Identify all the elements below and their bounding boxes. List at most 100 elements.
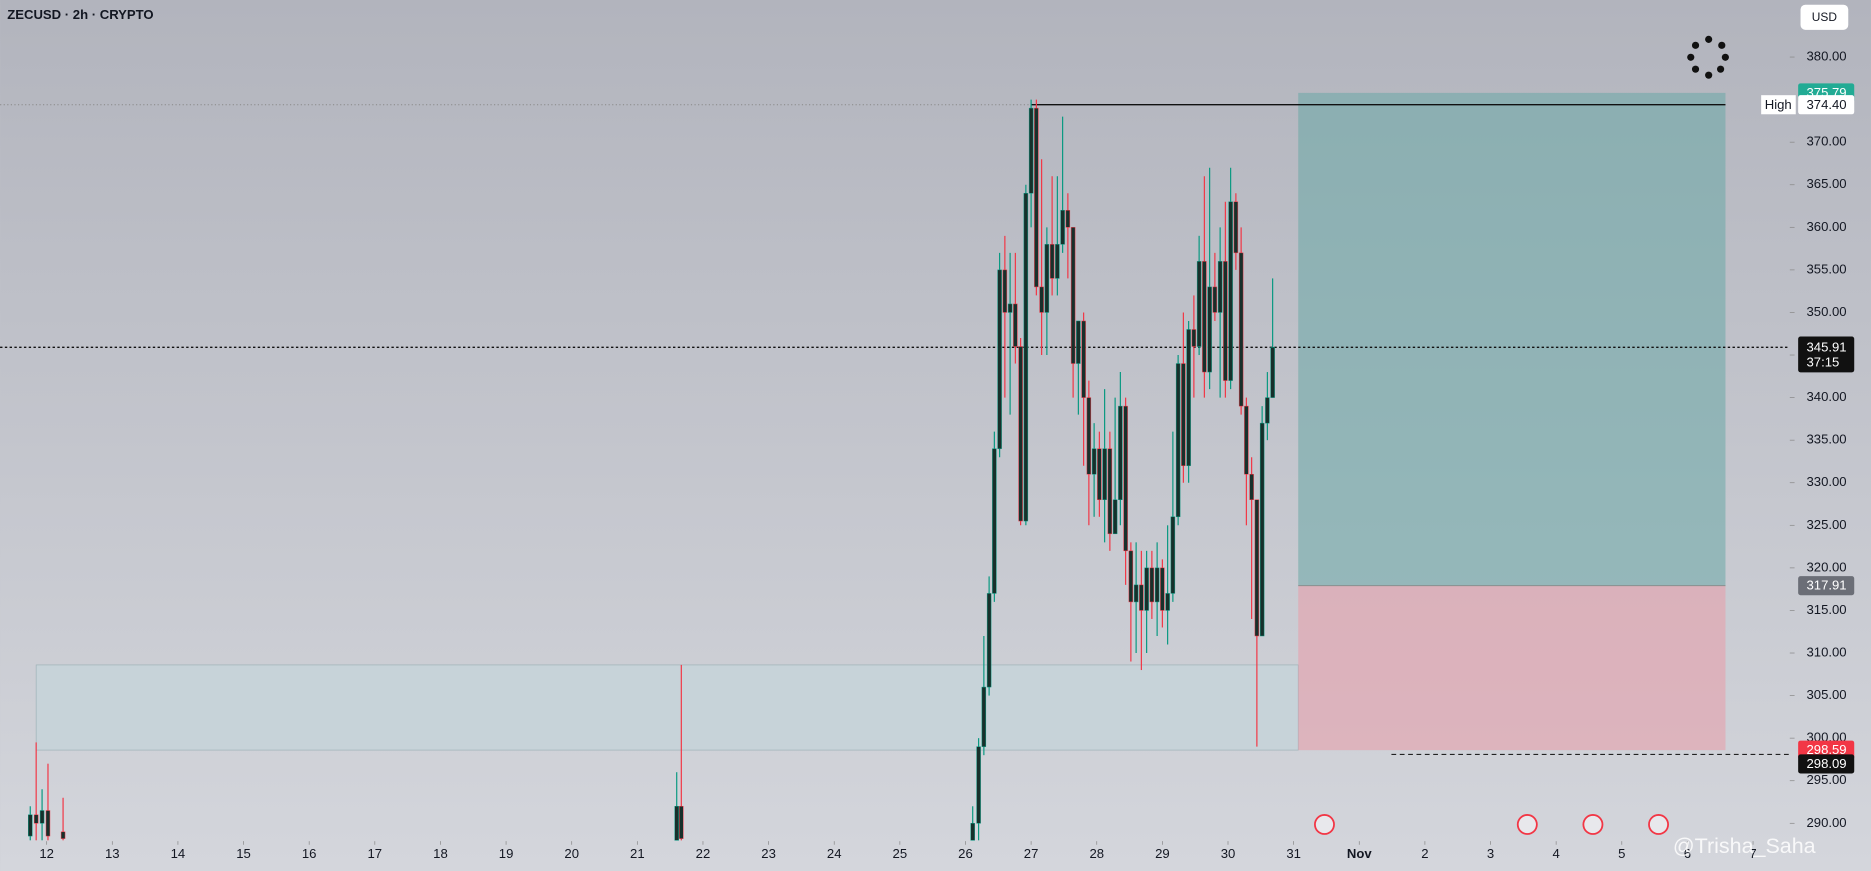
candle-body xyxy=(1097,448,1102,501)
candle-body xyxy=(1186,329,1191,466)
candle-body xyxy=(1060,210,1065,245)
x-tick-label: 18 xyxy=(433,846,448,861)
x-tick-label: 29 xyxy=(1155,846,1170,861)
candle-body xyxy=(992,448,997,594)
x-tick-label: 26 xyxy=(958,846,973,861)
currency-label[interactable]: USD xyxy=(1812,10,1838,24)
candle-body xyxy=(1049,244,1055,279)
candle-body xyxy=(1107,448,1113,535)
candle-body xyxy=(997,269,1002,449)
x-tick-label: 28 xyxy=(1089,846,1104,861)
candle-body xyxy=(1154,567,1160,603)
x-tick-label: 23 xyxy=(761,846,776,861)
candle-body xyxy=(1028,107,1034,194)
x-tick-label: 14 xyxy=(171,846,186,861)
candle-body xyxy=(970,823,975,841)
loading-spinner xyxy=(1687,35,1729,79)
candle-body xyxy=(1118,405,1123,501)
y-tick-label: 290.00 xyxy=(1807,815,1847,830)
x-tick-label: 22 xyxy=(696,846,711,861)
y-tick-label: 315.00 xyxy=(1807,602,1847,617)
entry-tag: 317.91 xyxy=(1807,578,1847,593)
candle-body xyxy=(1133,584,1139,603)
high-tag: 374.40 xyxy=(1807,97,1847,112)
candle-body xyxy=(1091,448,1097,475)
candle-body xyxy=(981,686,987,747)
last-tag-box xyxy=(1798,336,1855,373)
y-tick-label: 340.00 xyxy=(1807,389,1847,404)
candle-body xyxy=(1170,516,1176,594)
candle-body xyxy=(1034,107,1039,288)
candle-body xyxy=(1212,286,1218,313)
candle-body xyxy=(1139,584,1144,611)
candle-body xyxy=(1044,244,1050,313)
candle-body xyxy=(60,831,66,839)
x-tick-label: 31 xyxy=(1286,846,1301,861)
candle-body xyxy=(1228,201,1233,381)
candle-body xyxy=(1007,303,1013,313)
candle-body xyxy=(39,810,45,824)
last-tag: 345.91 xyxy=(1807,339,1847,354)
y-tick-label: 325.00 xyxy=(1807,517,1847,532)
y-tick-label: 370.00 xyxy=(1807,134,1847,149)
candle-body xyxy=(679,806,684,839)
candle-body xyxy=(1202,261,1207,373)
high-name: High xyxy=(1765,97,1792,112)
candle-body xyxy=(1238,252,1244,407)
x-tick-label: 12 xyxy=(39,846,54,861)
x-tick-label: 17 xyxy=(368,846,383,861)
candle-body xyxy=(1039,286,1044,313)
x-tick-label: 30 xyxy=(1221,846,1236,861)
stop-tag: 298.59 xyxy=(1807,742,1847,757)
x-tick-label: 2 xyxy=(1421,846,1428,861)
candle-body xyxy=(28,814,33,837)
high-tag-box xyxy=(1798,95,1855,115)
stop-zone xyxy=(1298,585,1726,751)
x-tick-label: 25 xyxy=(893,846,908,861)
x-tick-label: 6 xyxy=(1684,846,1691,861)
x-tick-label: 3 xyxy=(1487,846,1494,861)
candle-body xyxy=(1259,422,1265,637)
candle-body xyxy=(1002,269,1008,313)
candle-body xyxy=(1149,567,1155,603)
candle-body xyxy=(1249,473,1254,501)
plot xyxy=(0,92,1790,841)
y-tick-label: 310.00 xyxy=(1807,644,1847,659)
candle-body xyxy=(1086,397,1092,475)
candle-body xyxy=(1065,210,1071,228)
event-icons xyxy=(1314,814,1669,835)
y-tick-label: 320.00 xyxy=(1807,559,1847,574)
candle-body xyxy=(1181,363,1186,466)
candle-body xyxy=(1196,261,1202,347)
y-tick-label: 330.00 xyxy=(1807,474,1847,489)
candle-body xyxy=(1223,261,1228,381)
candle-body xyxy=(1207,286,1212,373)
y-tick-label: 335.00 xyxy=(1807,432,1847,447)
low-tag-box xyxy=(1798,754,1855,774)
candle-body xyxy=(1165,593,1170,611)
y-tick-label: 380.00 xyxy=(1807,49,1847,64)
x-tick-label: 5 xyxy=(1618,846,1625,861)
candle-body xyxy=(1023,193,1029,522)
candle-body xyxy=(1076,320,1081,364)
x-tick-label: 27 xyxy=(1024,846,1039,861)
x-tick-label: Nov xyxy=(1347,846,1372,861)
currency-button[interactable] xyxy=(1800,4,1849,30)
entry-tag-box xyxy=(1798,576,1855,596)
x-tick-label: 19 xyxy=(499,846,514,861)
candle-body xyxy=(1191,329,1197,347)
candle-body xyxy=(1244,405,1249,475)
watermark: @Trisha_Saha xyxy=(1673,834,1816,858)
x-tick-label: 16 xyxy=(302,846,317,861)
candle-body xyxy=(1144,567,1149,611)
candle-body xyxy=(1217,261,1223,313)
candle-body xyxy=(1070,227,1076,364)
candle-body xyxy=(1112,499,1118,535)
x-tick-label: 7 xyxy=(1749,846,1756,861)
x-tick-label: 21 xyxy=(630,846,645,861)
y-tick-label: 360.00 xyxy=(1807,219,1847,234)
x-tick-label: 24 xyxy=(827,846,842,861)
demand-zone xyxy=(35,664,1299,751)
candle-body xyxy=(674,806,679,841)
